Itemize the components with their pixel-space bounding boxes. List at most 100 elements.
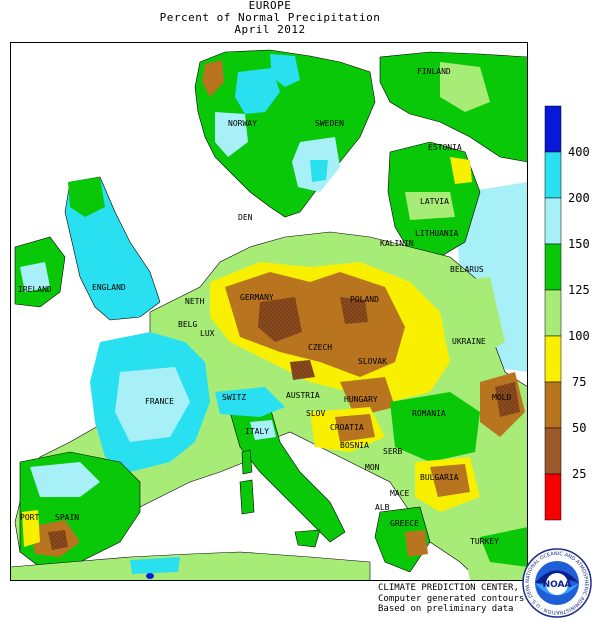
- bulgaria-brown: [430, 464, 470, 497]
- logo-noaa-text: NOAA: [543, 580, 572, 590]
- label-croatia: CROATIA: [330, 423, 364, 432]
- map-period: April 2012: [234, 23, 306, 36]
- label-estonia: ESTONIA: [428, 143, 462, 152]
- label-kalinin: KALININ: [380, 239, 414, 248]
- latvia-lightgreen: [405, 192, 455, 220]
- finland-lightgreen: [440, 62, 490, 112]
- finland-region: [379, 51, 528, 163]
- germany-dots: [258, 297, 302, 342]
- ukraine-lightgreen: [440, 277, 505, 362]
- label-france: FRANCE: [145, 397, 174, 406]
- legend-tick-150: 150: [568, 237, 590, 251]
- sweden-north-cyan: [270, 54, 300, 87]
- label-ukraine: UKRAINE: [452, 337, 486, 346]
- poland-dots: [340, 297, 368, 324]
- label-port: PORT: [20, 513, 39, 522]
- label-mace: MACE: [390, 489, 409, 498]
- precipitation-map: FINLAND NORWAY SWEDEN ESTONIA LATVIA DEN…: [10, 42, 528, 581]
- legend-tick-100: 100: [568, 329, 590, 343]
- label-belg: BELG: [178, 320, 197, 329]
- corsica-island: [241, 449, 253, 475]
- credit-line-2: Computer generated contours: [378, 593, 525, 604]
- iberia-dots: [48, 530, 68, 550]
- label-turkey: TURKEY: [470, 537, 499, 546]
- legend-tick-200: 200: [568, 191, 590, 205]
- label-serb: SERB: [383, 447, 402, 456]
- region-title: EUROPE: [248, 0, 292, 12]
- label-lithuania: LITHUANIA: [415, 229, 459, 238]
- label-greece: GREECE: [390, 519, 419, 528]
- ireland-cyan: [20, 262, 50, 292]
- label-romania: ROMANIA: [412, 409, 446, 418]
- norway-green-high: [235, 68, 280, 114]
- label-finland: FINLAND: [417, 67, 451, 76]
- label-lux: LUX: [200, 329, 215, 338]
- label-latvia: LATVIA: [420, 197, 449, 206]
- label-mold: MOLD: [492, 393, 511, 402]
- label-slov: SLOV: [306, 409, 325, 418]
- legend-tick-25: 25: [572, 467, 586, 481]
- scotland-green: [68, 177, 105, 217]
- iberia-yellow: [22, 510, 40, 547]
- label-belarus: BELARUS: [450, 265, 484, 274]
- credits-block: CLIMATE PREDICTION CENTER, NOAA Computer…: [378, 583, 546, 615]
- noaa-logo: NATIONAL OCEANIC AND ATMOSPHERIC ADMINIS…: [522, 548, 592, 618]
- credit-line-3: Based on preliminary data: [378, 604, 514, 614]
- legend-swatch-125-150: [544, 243, 562, 291]
- legend-tick-400: 400: [568, 145, 590, 159]
- label-austria: AUSTRIA: [286, 391, 320, 400]
- precipitation-legend: 400 200 150 125 100 75 50 25: [544, 105, 590, 521]
- label-switz: SWITZ: [222, 393, 246, 402]
- map-subtitle: Percent of Normal Precipitation: [159, 11, 381, 24]
- north-africa-cyan: [130, 557, 180, 574]
- legend-swatch-50-75: [544, 381, 562, 429]
- label-czech: CZECH: [308, 343, 332, 352]
- legend-ticks: 400 200 150 125 100 75 50 25: [568, 145, 590, 481]
- label-norway: NORWAY: [228, 119, 257, 128]
- sicily-island: [294, 529, 321, 548]
- czech-dots: [290, 360, 315, 380]
- label-bosnia: BOSNIA: [340, 441, 369, 450]
- label-poland: POLAND: [350, 295, 379, 304]
- hungary-brown: [335, 414, 375, 442]
- label-sweden: SWEDEN: [315, 119, 344, 128]
- label-italy: ITALY: [245, 427, 269, 436]
- label-bulgaria: BULGARIA: [420, 473, 459, 482]
- legend-swatch-200-400: [544, 151, 562, 199]
- legend-tick-125: 125: [568, 283, 590, 297]
- slovak-brown: [340, 377, 395, 417]
- legend-swatch-0-25: [544, 473, 562, 521]
- label-den: DEN: [238, 213, 253, 222]
- blue-spot: [146, 573, 154, 579]
- north-africa-strip: [10, 551, 371, 581]
- legend-swatch-25-50: [544, 427, 562, 475]
- norway-brown-coast: [202, 60, 224, 97]
- label-alb: ALB: [375, 503, 390, 512]
- legend-tick-50: 50: [572, 421, 586, 435]
- legend-swatch-400-plus: [544, 105, 562, 153]
- label-germany: GERMANY: [240, 293, 274, 302]
- italy-cyan: [250, 420, 276, 440]
- iberia-cyan: [30, 462, 100, 497]
- alps-cyan: [215, 387, 285, 417]
- label-spain: SPAIN: [55, 513, 79, 522]
- map-title-block: EUROPE Percent of Normal Precipitation A…: [0, 0, 540, 36]
- logo-center: [546, 573, 568, 595]
- label-slovak: SLOVAK: [358, 357, 387, 366]
- map-frame: [10, 42, 528, 581]
- legend-swatch-100-125: [544, 289, 562, 337]
- estonia-yellow: [450, 157, 472, 184]
- legend-swatch-75-100: [544, 335, 562, 383]
- label-england: ENGLAND: [92, 283, 126, 292]
- central-brown: [225, 272, 405, 377]
- label-hungary: HUNGARY: [344, 395, 378, 404]
- credit-line-1: CLIMATE PREDICTION CENTER, NOAA: [378, 583, 546, 593]
- norway-cyan: [215, 112, 248, 157]
- italy-region: [229, 406, 346, 543]
- greece-brown: [405, 530, 428, 557]
- sardinia-island: [239, 479, 255, 515]
- legend-tick-75: 75: [572, 375, 586, 389]
- turkey-green: [480, 527, 528, 567]
- legend-swatches: [544, 105, 562, 521]
- label-ireland: IRELAND: [18, 285, 52, 294]
